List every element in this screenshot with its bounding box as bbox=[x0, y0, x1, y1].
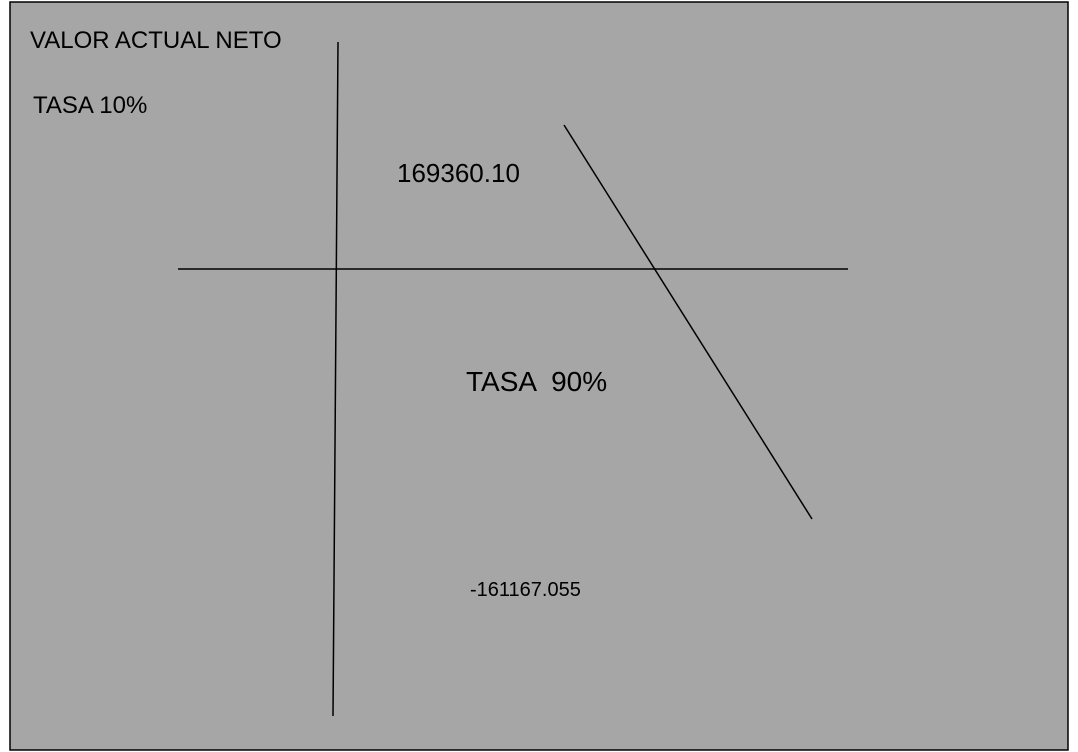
y-axis bbox=[332, 41, 339, 717]
rate-high-label: TASA 90% bbox=[466, 366, 607, 397]
value-low-label: -161167.055 bbox=[470, 579, 581, 601]
rate-low-label: TASA 10% bbox=[33, 92, 147, 119]
npv-series-line bbox=[563, 124, 813, 520]
value-high-label: 169360.10 bbox=[397, 158, 520, 188]
chart-background bbox=[9, 1, 1069, 751]
chart-title: VALOR ACTUAL NETO bbox=[30, 27, 282, 54]
